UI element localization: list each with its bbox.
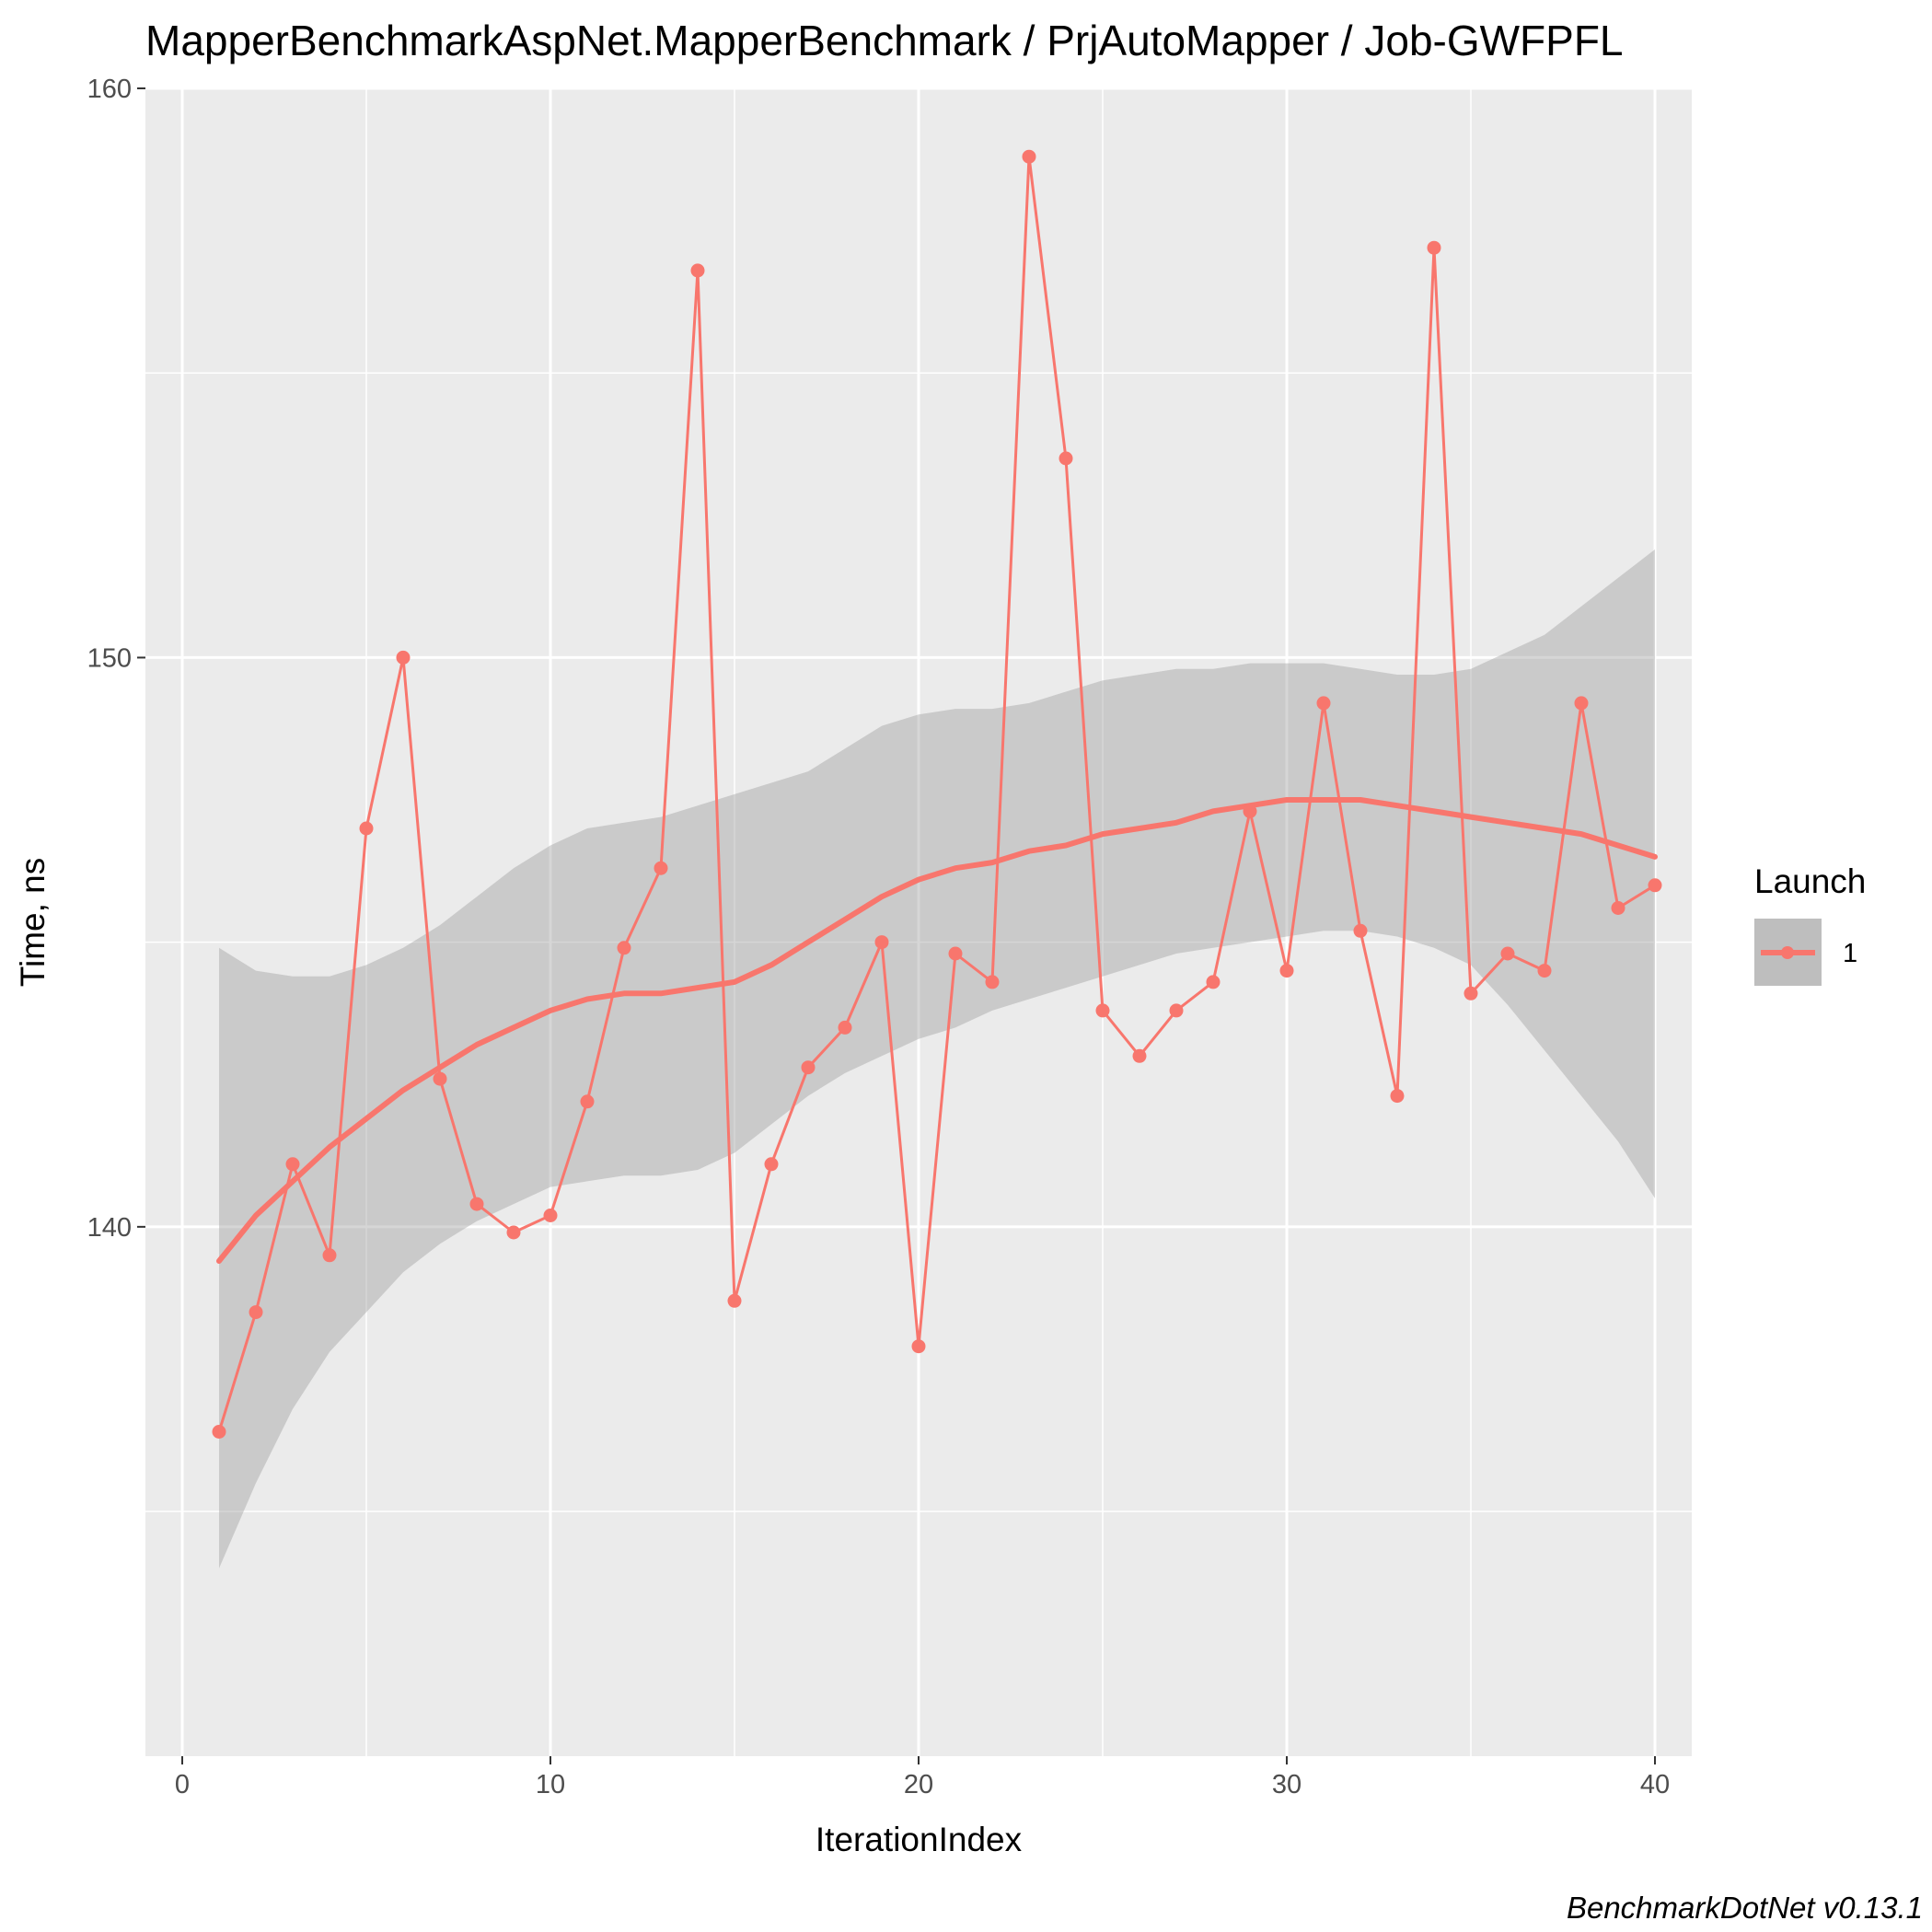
legend-key-point (1781, 946, 1794, 959)
series-layer (212, 149, 1662, 1439)
data-point (543, 1209, 558, 1222)
data-point (1132, 1048, 1147, 1063)
data-point (690, 263, 705, 278)
legend-label: 1 (1843, 939, 1857, 968)
data-point (1611, 901, 1625, 915)
confidence-band-layer (219, 549, 1655, 1568)
data-point (985, 975, 1000, 989)
data-point (433, 1071, 447, 1086)
y-tick-label: 150 (87, 643, 132, 673)
data-point (838, 1020, 852, 1035)
data-point (469, 1197, 484, 1211)
x-tick-label: 0 (175, 1770, 190, 1799)
data-point (911, 1339, 926, 1354)
data-point (764, 1157, 779, 1172)
data-point (948, 946, 963, 961)
caption: BenchmarkDotNet v0.13.1 (1567, 1891, 1923, 1925)
data-point (1243, 804, 1257, 818)
data-point (801, 1060, 816, 1075)
data-point (1390, 1089, 1405, 1104)
series-line (217, 155, 1656, 1432)
smooth-line-layer (216, 797, 1658, 1264)
legend: Launch 1 (1754, 862, 1866, 986)
y-axis-title: Time, ns (14, 858, 52, 987)
data-point (396, 650, 411, 665)
y-tick-label: 140 (87, 1213, 132, 1243)
data-point (285, 1157, 300, 1172)
legend-title: Launch (1754, 862, 1866, 900)
data-point (1095, 1003, 1110, 1018)
data-point (1279, 964, 1294, 978)
data-point (1463, 986, 1478, 1001)
data-point (580, 1094, 595, 1109)
smooth-trend-line (216, 797, 1658, 1264)
confidence-band (219, 549, 1655, 1568)
x-tick-label: 40 (1640, 1770, 1670, 1799)
data-point (617, 941, 631, 955)
y-tick-label: 160 (87, 75, 132, 104)
x-axis-title: IterationIndex (816, 1821, 1023, 1858)
data-point (1648, 878, 1662, 893)
x-tick-label: 30 (1272, 1770, 1301, 1799)
data-point (1316, 696, 1331, 711)
data-point (1574, 696, 1589, 711)
data-point (654, 861, 668, 875)
data-point (1022, 149, 1036, 164)
data-point (359, 821, 374, 836)
tick-layer: 140 150 160 0 10 20 30 40 (87, 75, 1671, 1799)
data-point (1353, 923, 1368, 938)
data-point (1427, 240, 1441, 255)
data-point (1059, 451, 1073, 466)
x-tick-label: 20 (904, 1770, 933, 1799)
data-point (1169, 1003, 1184, 1018)
data-point (1206, 975, 1221, 989)
data-point (874, 935, 889, 950)
data-point (322, 1248, 337, 1263)
x-tick-label: 10 (536, 1770, 565, 1799)
data-point (1537, 964, 1552, 978)
data-point (506, 1225, 521, 1240)
chart-title: MapperBenchmarkAspNet.MapperBenchmark / … (145, 17, 1624, 64)
data-point (249, 1305, 263, 1320)
data-point (727, 1293, 742, 1308)
data-point (1500, 946, 1515, 961)
data-point (212, 1425, 226, 1439)
